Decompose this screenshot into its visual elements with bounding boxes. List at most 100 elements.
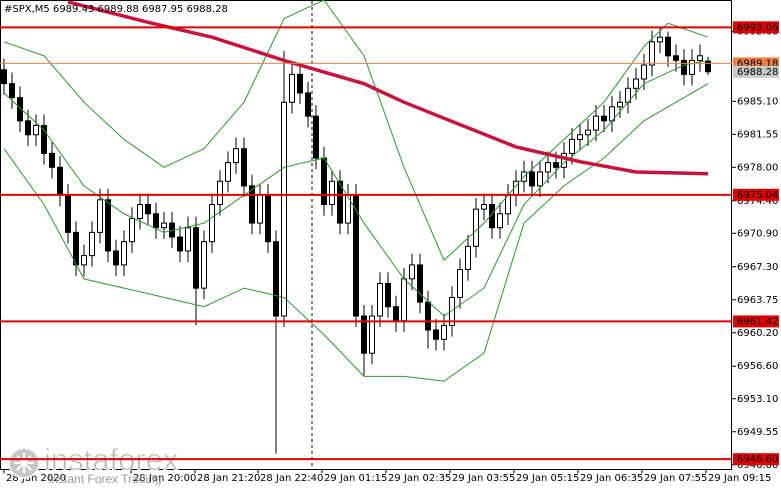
candle-body — [201, 241, 207, 289]
candle-body — [65, 194, 71, 233]
watermark-logo-star — [14, 453, 34, 473]
level-label: 6989.18 — [737, 58, 778, 69]
candle-body — [129, 217, 135, 243]
candle-body — [121, 241, 127, 266]
y-tick-label: 6970.90 — [737, 228, 778, 239]
candle-body — [273, 241, 279, 317]
candle-body — [329, 180, 335, 205]
indicator-line — [3, 0, 709, 262]
candle-body — [457, 269, 463, 298]
watermark-tagline: Instant Forex Trading — [48, 472, 161, 486]
candle-body — [297, 73, 303, 94]
candle-body — [49, 152, 55, 168]
candle-body — [265, 194, 271, 243]
level-label: 6946.60 — [737, 454, 778, 465]
level-label: 6975.04 — [737, 190, 778, 201]
candle-body — [673, 55, 679, 61]
candle-body — [393, 306, 399, 322]
y-tick-label: 6985.10 — [737, 96, 778, 107]
candle-body — [337, 180, 343, 224]
candle-body — [41, 124, 47, 154]
candle-body — [217, 180, 223, 205]
candle-body — [577, 134, 583, 140]
level-label-box — [733, 188, 779, 201]
candle-body — [305, 92, 311, 117]
candle-body — [425, 301, 431, 331]
x-tick-label: 28 Jan 2020 — [6, 473, 66, 484]
x-tick-label: 29 Jan 07:55 — [644, 473, 707, 484]
candle-body — [225, 162, 231, 182]
candle-body — [697, 55, 703, 61]
candle-body — [249, 185, 255, 224]
candle-body — [321, 157, 327, 205]
indicator-line — [67, 0, 709, 176]
candle-body — [209, 203, 215, 243]
candle-body — [17, 97, 23, 122]
candle-body — [177, 236, 183, 252]
y-tick-label: 6978.00 — [737, 162, 778, 173]
candle-body — [401, 278, 407, 322]
candle-body — [569, 138, 575, 154]
candle-body — [705, 60, 711, 73]
candle-body — [385, 282, 391, 308]
y-tick-label: 6981.55 — [737, 129, 778, 140]
indicator-line — [3, 83, 709, 382]
candle-body — [241, 148, 247, 187]
candle-body — [233, 148, 239, 164]
candle-body — [153, 213, 159, 229]
candle-body — [25, 120, 31, 136]
candle-body — [185, 227, 191, 252]
level-label-box — [733, 315, 779, 328]
candle-body — [281, 101, 287, 317]
candle-body — [585, 129, 591, 136]
level-label: 6961.42 — [737, 316, 778, 327]
x-tick-label: 29 Jan 09:15 — [708, 473, 771, 484]
y-tick-label: 6949.55 — [737, 427, 778, 438]
x-tick-label: 28 Jan 21:20 — [197, 473, 260, 484]
last-price-box — [733, 65, 779, 78]
candle-body — [417, 264, 423, 303]
candle-body — [553, 162, 559, 168]
x-tick-label: 28 Jan 20:00 — [133, 473, 196, 484]
candle-body — [9, 83, 15, 99]
candle-body — [449, 296, 455, 326]
candle-body — [313, 115, 319, 159]
y-tick-label: 6946.00 — [737, 460, 778, 471]
level-label-box — [733, 453, 779, 466]
candle-body — [257, 194, 263, 224]
y-tick-label: 6960.20 — [737, 328, 778, 339]
y-tick-label: 6956.60 — [737, 361, 778, 372]
candle-body — [497, 213, 503, 229]
candle-body — [81, 255, 87, 266]
candle-body — [289, 73, 295, 103]
x-tick-label: 29 Jan 06:35 — [580, 473, 643, 484]
level-label: 6993.06 — [737, 22, 778, 33]
overlay: instaforex Instant Forex Trading #SPX,M5… — [0, 4, 779, 486]
y-tick-label: 6967.30 — [737, 262, 778, 273]
candle-body — [593, 115, 599, 131]
candle-body — [465, 245, 471, 271]
candle-body — [473, 208, 479, 247]
candle-body — [361, 315, 367, 354]
indicator-line — [3, 59, 709, 317]
y-tick-label: 6963.75 — [737, 295, 778, 306]
chart-title: #SPX,M5 6989.43 6989.88 6987.95 6988.28 — [4, 4, 228, 15]
candle-body — [545, 162, 551, 173]
candle-body — [369, 315, 375, 354]
candle-body — [433, 329, 439, 340]
plot-frame — [0, 0, 732, 470]
candle-body — [633, 78, 639, 89]
candle-body — [193, 227, 199, 289]
candle-body — [617, 101, 623, 108]
candle-body — [137, 203, 143, 219]
candle-body — [665, 36, 671, 57]
candle-body — [409, 264, 415, 280]
candle-body — [681, 59, 687, 75]
candle-body — [57, 166, 63, 196]
candle-body — [481, 203, 487, 210]
candle-body — [657, 36, 663, 43]
candle-body — [105, 199, 111, 252]
y-tick-label: 6974.40 — [737, 196, 778, 207]
candle-body — [441, 324, 447, 340]
